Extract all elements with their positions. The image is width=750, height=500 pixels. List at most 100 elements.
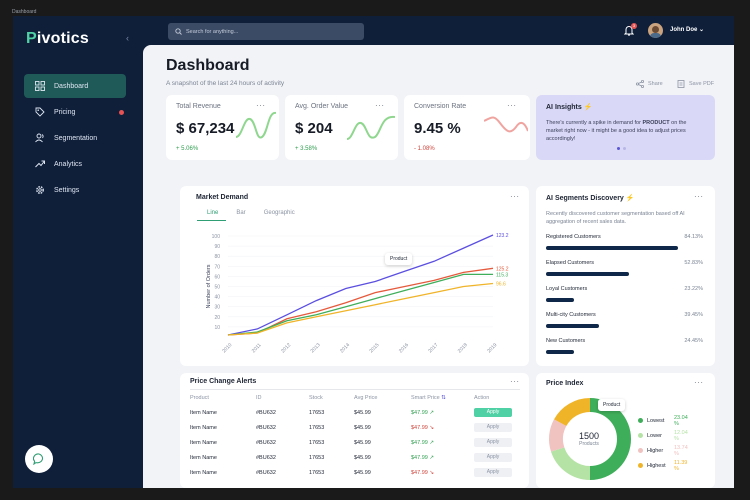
sidebar-nav: Dashboard Pricing Segmentation Analytics	[24, 74, 126, 204]
x-tick-label: 2013	[310, 342, 322, 354]
trend-up-icon: ↗	[429, 439, 434, 446]
series-line	[227, 273, 493, 336]
share-icon	[636, 80, 644, 88]
stat-value: 9.45 %	[414, 120, 461, 137]
avatar[interactable]	[648, 23, 663, 38]
sidebar-item-label: Dashboard	[54, 82, 89, 90]
notification-dot	[119, 110, 124, 115]
column-header: ID	[256, 395, 262, 401]
trend-down-icon: ↘	[429, 469, 434, 476]
stat-value: $ 204	[295, 120, 333, 137]
users-icon	[34, 132, 46, 144]
cell-stock: 17653	[309, 439, 325, 446]
stat-card-aov: Avg. Order Value ··· $ 204 + 3.58%	[285, 95, 398, 160]
more-icon[interactable]: ···	[507, 101, 517, 110]
legend-item: Lowest 23.04 %	[638, 413, 688, 428]
stat-change: - 1.08%	[414, 146, 435, 152]
apply-button[interactable]: Apply	[474, 408, 512, 417]
table-row: Item Name #BU632 17653 $45.99 $47.99 ↗ A…	[190, 405, 520, 420]
apply-button[interactable]: Apply	[474, 453, 512, 462]
sidebar-item-settings[interactable]: Settings	[24, 178, 126, 202]
legend-item: Highest 11.39 %	[638, 458, 687, 473]
sidebar-item-pricing[interactable]: Pricing	[24, 100, 126, 124]
apply-button[interactable]: Apply	[474, 438, 512, 447]
legend-item: Lower 12.04 %	[638, 428, 688, 443]
cell-smart-price: $47.99 ↗	[411, 454, 434, 461]
tab-line[interactable]: Line	[197, 210, 227, 221]
card-title: AI Insights ⚡	[546, 104, 593, 111]
segment-name: Multi-city Customers	[546, 312, 596, 318]
more-icon[interactable]: ···	[510, 192, 520, 201]
apply-button[interactable]: Apply	[474, 468, 512, 477]
more-icon[interactable]: ···	[510, 377, 520, 386]
table-row: Item Name #BU632 17653 $45.99 $47.99 ↘ A…	[190, 420, 520, 435]
cell-product: Item Name	[190, 469, 217, 476]
y-tick-label: 30	[214, 305, 220, 311]
legend-label: Higher	[647, 447, 664, 454]
cell-avg-price: $45.99	[354, 409, 371, 416]
sidebar-item-dashboard[interactable]: Dashboard	[24, 74, 126, 98]
x-tick-label: 2018	[457, 342, 469, 354]
series-line	[227, 267, 494, 336]
search-input[interactable]: Search for anything...	[168, 23, 364, 40]
cell-avg-price: $45.99	[354, 424, 371, 431]
stat-change: + 3.58%	[295, 146, 318, 152]
gear-icon	[34, 184, 46, 196]
stat-label: Total Revenue	[176, 103, 221, 110]
cell-product: Item Name	[190, 424, 217, 431]
sidebar-item-segmentation[interactable]: Segmentation	[24, 126, 126, 150]
more-icon[interactable]: ···	[256, 101, 266, 110]
price-index-legend: Lowest 23.04 % Lower 12.04 % Higher 13.7…	[638, 413, 688, 473]
segment-row: Loyal Customers 23.22%	[546, 286, 703, 302]
apply-button[interactable]: Apply	[474, 423, 512, 432]
grid-icon	[34, 80, 46, 92]
card-title: Market Demand	[196, 194, 249, 201]
y-tick-label: 40	[214, 295, 220, 301]
cell-product: Item Name	[190, 454, 217, 461]
save-pdf-button[interactable]: Save PDF	[677, 80, 714, 88]
cell-id: #BU632	[256, 424, 276, 431]
segment-bar	[546, 350, 575, 354]
more-icon[interactable]: ···	[694, 192, 704, 201]
tab-geographic[interactable]: Geographic	[263, 210, 295, 216]
sparkline	[236, 112, 276, 139]
sparkline	[347, 115, 395, 140]
share-button[interactable]: Share	[636, 80, 663, 88]
donut-chart	[549, 398, 631, 480]
search-placeholder: Search for anything...	[186, 28, 239, 35]
donut-slice[interactable]	[549, 419, 567, 452]
sidebar-item-label: Segmentation	[54, 134, 98, 142]
segment-pct: 84.13%	[684, 234, 703, 240]
donut-slice[interactable]	[551, 446, 591, 480]
window-tab-title: Dashboard	[12, 9, 37, 15]
segment-name: Registered Customers	[546, 234, 601, 240]
donut-slice[interactable]	[554, 398, 591, 427]
x-tick-label: 2019	[486, 342, 498, 354]
cell-id: #BU632	[256, 439, 276, 446]
column-header[interactable]: Smart Price ⇅	[411, 395, 446, 401]
x-tick-label: 2017	[427, 342, 439, 354]
carousel-dots[interactable]	[617, 147, 626, 150]
x-tick-label: 2015	[368, 342, 380, 354]
more-icon[interactable]: ···	[694, 378, 704, 387]
user-menu[interactable]: John Doe ⌄	[670, 27, 705, 33]
legend-pct: 11.39 %	[674, 459, 688, 472]
market-demand-card: Market Demand ··· Line Bar Geographic 10…	[180, 186, 529, 366]
x-tick-label: 2014	[339, 342, 351, 354]
y-axis-label: Number of Orders	[206, 264, 212, 308]
chat-bubble-icon	[33, 453, 44, 465]
collapse-sidebar-icon[interactable]: ‹	[126, 33, 129, 43]
cell-product: Item Name	[190, 409, 217, 416]
sidebar-item-analytics[interactable]: Analytics	[24, 152, 126, 176]
tag-icon	[34, 106, 46, 118]
legend-swatch	[638, 418, 643, 423]
chat-button[interactable]	[25, 445, 53, 473]
table-row: Item Name #BU632 17653 $45.99 $47.99 ↘ A…	[190, 465, 520, 480]
segment-name: Loyal Customers	[546, 286, 588, 292]
more-icon[interactable]: ···	[375, 101, 385, 110]
cell-smart-price: $47.99 ↘	[411, 469, 434, 476]
tab-bar[interactable]: Bar	[236, 210, 246, 216]
stat-card-revenue: Total Revenue ··· $ 67,234 + 5.06%	[166, 95, 279, 160]
bell-icon[interactable]	[624, 25, 634, 36]
x-tick-label: 2012	[280, 342, 292, 354]
